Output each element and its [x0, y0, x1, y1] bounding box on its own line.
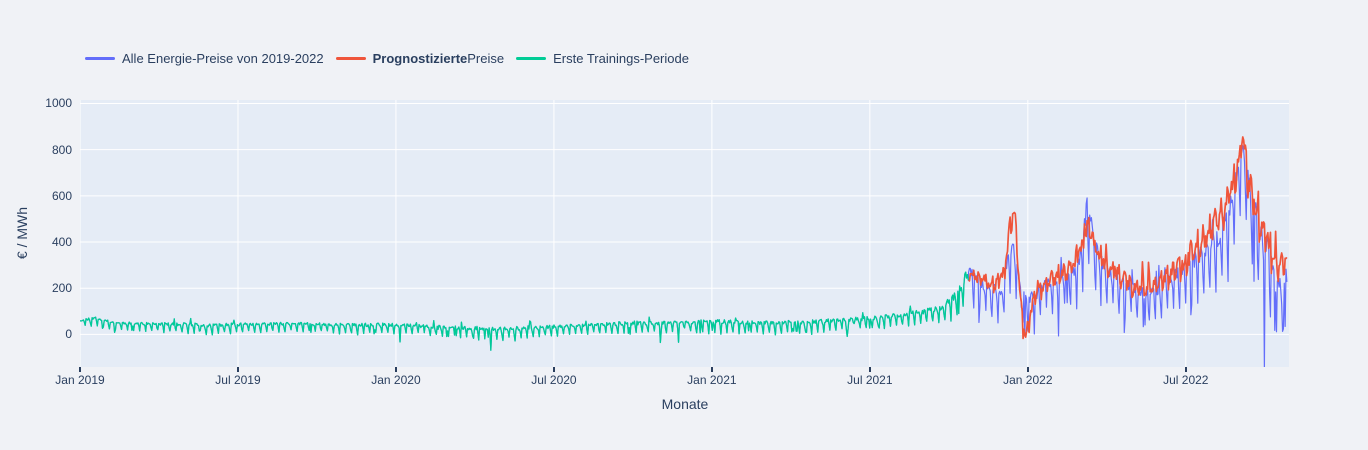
x-tick-mark	[1184, 367, 1187, 372]
legend-item-1[interactable]: Prognostizierte Preise	[335, 51, 505, 66]
legend-line-swatch-icon	[85, 57, 115, 60]
legend-label: Alle Energie-Preise von 2019-2022	[122, 51, 324, 66]
x-tick-mark	[710, 367, 713, 372]
x-tick-label: Jan 2019	[55, 373, 105, 387]
x-tick-mark	[236, 367, 239, 372]
x-tick-label: Jul 2020	[531, 373, 577, 387]
y-tick-label: 200	[51, 281, 72, 296]
x-tick-label: Jan 2021	[687, 373, 737, 387]
legend-line-swatch-icon	[516, 57, 547, 60]
y-tick-label: 800	[51, 142, 72, 157]
x-tick-mark	[79, 367, 81, 372]
y-tick-label: 400	[51, 235, 72, 250]
y-tick-label: 600	[51, 188, 72, 203]
x-tick-label: Jul 2022	[1163, 373, 1209, 387]
x-tick-mark	[394, 367, 397, 372]
legend-label: Preise	[467, 51, 505, 66]
y-axis-title: € / MWh	[14, 206, 30, 260]
legend-label-bold: Prognostizierte	[372, 51, 468, 66]
legend-item-2[interactable]: Erste Trainings-Periode	[516, 51, 689, 66]
y-tick-label: 0	[65, 327, 72, 342]
x-tick-mark	[868, 367, 871, 372]
legend-line-swatch-icon	[335, 57, 366, 60]
x-tick-mark	[552, 367, 555, 372]
legend-label: Erste Trainings-Periode	[553, 51, 689, 66]
x-axis-title: Monate	[661, 396, 709, 412]
y-tick-label: 1000	[45, 96, 72, 111]
chart-legend: Alle Energie-Preise von 2019-2022 Prognos…	[85, 51, 689, 66]
x-tick-label: Jul 2019	[215, 373, 261, 387]
x-tick-label: Jul 2021	[847, 373, 893, 387]
plot-canvas[interactable]	[80, 100, 1289, 367]
x-tick-label: Jan 2020	[371, 373, 421, 387]
legend-item-0[interactable]: Alle Energie-Preise von 2019-2022	[85, 51, 324, 66]
x-tick-mark	[1026, 367, 1029, 372]
x-tick-label: Jan 2022	[1003, 373, 1053, 387]
